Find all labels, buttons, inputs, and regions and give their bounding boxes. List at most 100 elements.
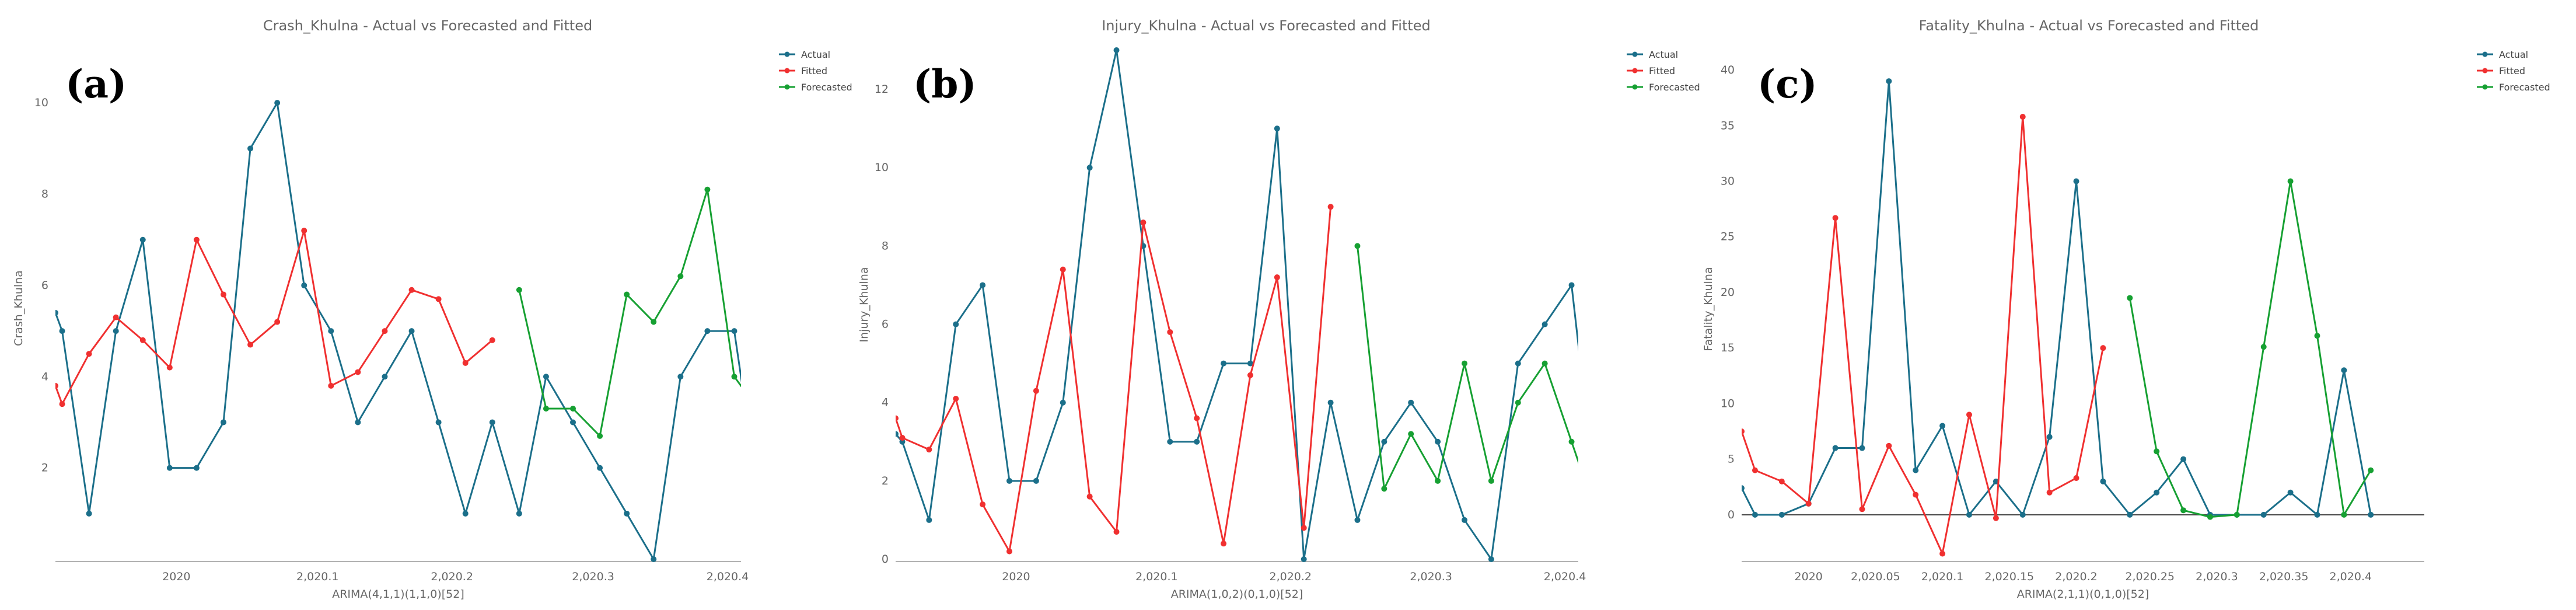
data-point-forecasted xyxy=(704,186,711,193)
data-point-actual xyxy=(2368,511,2374,518)
x-tick-label: 2,020.1 xyxy=(1921,570,1964,583)
data-point-fitted xyxy=(1060,266,1066,273)
data-point-actual xyxy=(435,419,442,426)
legend-marker xyxy=(2482,68,2488,74)
data-point-actual xyxy=(1086,165,1093,171)
data-point-actual xyxy=(1778,511,1785,518)
data-point-forecasted xyxy=(1435,477,1441,484)
data-point-fitted xyxy=(2100,345,2106,351)
data-point-forecasted xyxy=(1542,360,1548,367)
x-tick-label: 2,020.4 xyxy=(2330,570,2372,583)
series-fitted xyxy=(1742,114,2106,557)
series-actual xyxy=(896,47,1601,562)
data-point-fitted xyxy=(1247,372,1253,378)
data-point-actual xyxy=(1435,438,1441,445)
data-point-forecasted xyxy=(2341,511,2347,518)
x-tick-label: 2,020.2 xyxy=(1269,570,1312,583)
legend-marker xyxy=(784,51,790,57)
legend-item-actual: Actual xyxy=(779,49,830,60)
data-point-fitted xyxy=(1086,493,1093,500)
data-point-actual xyxy=(1221,360,1227,367)
y-tick-label: 20 xyxy=(1721,286,1735,299)
data-point-actual xyxy=(1247,360,1253,367)
data-point-fitted xyxy=(1274,274,1280,281)
data-point-actual xyxy=(462,510,469,517)
chart-panel-2: Injury_Khulna - Actual vs Forecasted and… xyxy=(858,18,1700,601)
data-point-forecasted xyxy=(677,273,684,280)
data-point-actual xyxy=(1113,47,1120,53)
x-tick-label: 2,020.3 xyxy=(2196,570,2238,583)
series-line-forecasted xyxy=(1356,246,1578,490)
series-line-fitted xyxy=(55,229,493,405)
data-point-actual xyxy=(1752,511,1758,518)
legend-item-fitted: Fitted xyxy=(1627,65,1675,76)
x-tick-label: 2,020.2 xyxy=(2055,570,2098,583)
legend-label: Fitted xyxy=(1649,65,1675,76)
series-fitted xyxy=(896,204,1334,555)
y-tick-label: 4 xyxy=(41,370,48,383)
x-tick-label: 2,020.1 xyxy=(1135,570,1178,583)
data-point-forecasted xyxy=(1462,360,1467,367)
y-tick-label: 40 xyxy=(1721,64,1735,76)
data-point-actual xyxy=(2019,511,2026,518)
data-point-actual xyxy=(1742,485,1745,492)
y-tick-label: 30 xyxy=(1721,175,1735,187)
data-point-forecasted xyxy=(2154,448,2160,455)
legend-label: Actual xyxy=(1649,49,1678,60)
data-point-fitted xyxy=(355,369,361,375)
legend-marker xyxy=(1632,84,1638,90)
data-point-fitted xyxy=(1006,548,1012,555)
data-point-fitted xyxy=(1805,500,1812,507)
data-point-actual xyxy=(896,431,899,437)
panel-label: (c) xyxy=(1757,61,1817,107)
y-axis-label: Injury_Khulna xyxy=(858,267,871,342)
data-point-actual xyxy=(1274,126,1280,132)
x-tick-label: 2,020.3 xyxy=(572,570,614,583)
legend-item-actual: Actual xyxy=(2477,49,2528,60)
legend-label: Actual xyxy=(2499,49,2528,60)
data-point-actual xyxy=(355,419,361,426)
data-point-forecasted xyxy=(1568,438,1575,445)
data-point-actual xyxy=(2341,367,2347,374)
data-point-forecasted xyxy=(597,433,603,439)
data-point-fitted xyxy=(1113,529,1120,535)
data-point-actual xyxy=(953,321,959,327)
data-point-actual xyxy=(328,328,334,334)
data-point-forecasted xyxy=(651,319,657,325)
legend-marker xyxy=(2482,51,2488,57)
data-point-fitted xyxy=(139,337,146,343)
data-point-fitted xyxy=(1939,550,1946,557)
data-point-forecasted xyxy=(1408,431,1414,437)
y-tick-label: 6 xyxy=(41,279,48,292)
x-tick-label: 2,020.35 xyxy=(2259,570,2309,583)
legend-marker xyxy=(1632,51,1638,57)
data-point-forecasted xyxy=(2287,178,2294,184)
chart-panel-3: Fatality_Khulna - Actual vs Forecasted a… xyxy=(1702,18,2550,601)
legend-label: Fitted xyxy=(801,65,827,76)
data-point-forecasted xyxy=(2234,511,2240,518)
data-point-fitted xyxy=(274,319,281,325)
x-tick-label: 2,020.25 xyxy=(2125,570,2175,583)
data-point-fitted xyxy=(1301,525,1307,531)
series-forecasted xyxy=(2127,178,2374,520)
data-point-forecasted xyxy=(1515,399,1521,406)
data-point-forecasted xyxy=(2260,344,2267,350)
y-axis-label: Fatality_Khulna xyxy=(1702,267,1715,351)
y-tick-label: 2 xyxy=(882,475,889,487)
data-point-fitted xyxy=(2073,475,2079,481)
data-point-actual xyxy=(1913,467,1919,473)
data-point-fitted xyxy=(1140,219,1147,226)
x-tick-label: 2,020.4 xyxy=(1544,570,1586,583)
data-point-forecasted xyxy=(516,287,522,293)
data-point-actual xyxy=(55,309,58,316)
data-point-forecasted xyxy=(570,406,576,412)
data-point-actual xyxy=(980,282,986,288)
data-point-fitted xyxy=(1859,506,1865,513)
y-tick-label: 10 xyxy=(34,96,48,109)
data-point-actual xyxy=(1542,321,1548,327)
data-point-fitted xyxy=(980,501,986,508)
data-point-fitted xyxy=(926,447,932,453)
data-point-actual xyxy=(1595,517,1601,523)
